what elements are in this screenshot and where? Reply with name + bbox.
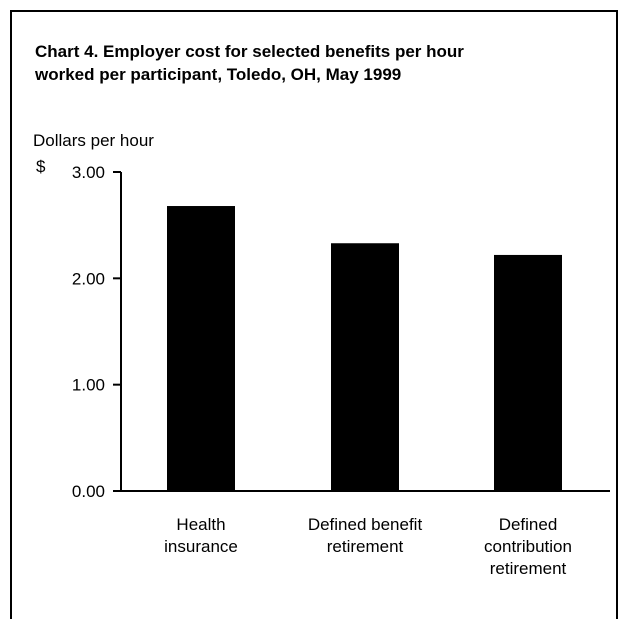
chart-title: Chart 4. Employer cost for selected bene…: [35, 40, 595, 86]
bar: [167, 206, 235, 491]
x-category-label-line: insurance: [164, 537, 238, 556]
frame-left-border: [10, 10, 12, 619]
y-axis-currency-symbol: $: [36, 157, 46, 176]
bar: [494, 254, 562, 491]
y-axis-label: Dollars per hour: [33, 131, 154, 150]
x-category-label: Defined benefit retirement: [308, 515, 423, 556]
x-category-label-line: Defined benefit: [308, 515, 423, 534]
y-tick-label: 3.00: [72, 163, 105, 182]
x-category-label-line: Health: [176, 515, 225, 534]
x-category-label-line: contribution: [484, 537, 572, 556]
x-category-label-line: retirement: [327, 537, 404, 556]
bar: [331, 243, 399, 491]
frame-right-border: [616, 10, 618, 619]
y-tick-label: 0.00: [72, 482, 105, 501]
x-category-label-line: retirement: [490, 559, 567, 578]
y-tick-label: 2.00: [72, 269, 105, 288]
chart-title-line-2: worked per participant, Toledo, OH, May …: [35, 65, 402, 84]
x-category-label-line: Defined: [499, 515, 558, 534]
frame-top-border: [10, 10, 618, 12]
y-tick-label: 1.00: [72, 376, 105, 395]
x-category-label: Defined contribution retirement: [484, 515, 572, 578]
x-category-label: Health insurance: [164, 515, 238, 556]
chart-title-line-1: Chart 4. Employer cost for selected bene…: [35, 42, 464, 61]
